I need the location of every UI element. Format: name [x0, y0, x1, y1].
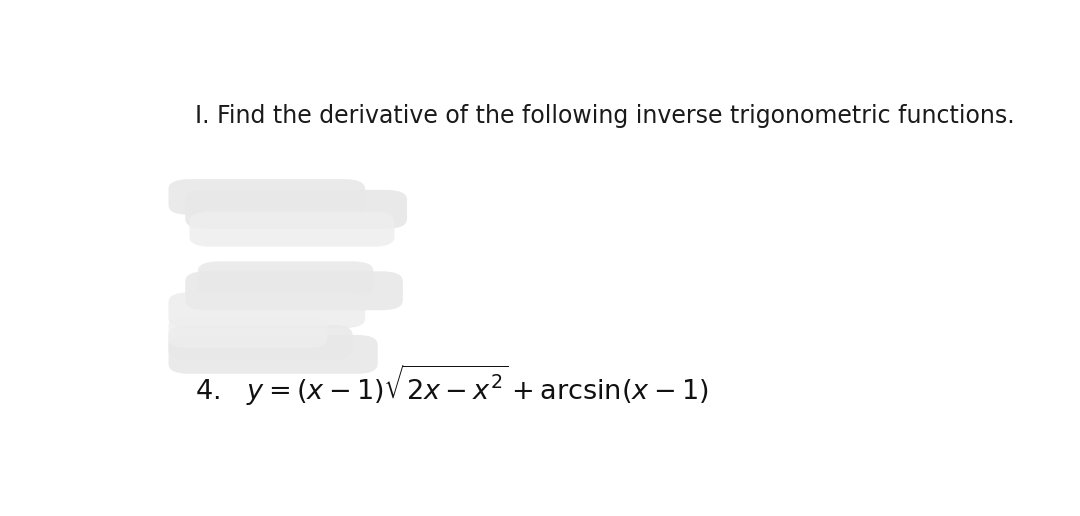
FancyBboxPatch shape: [189, 212, 394, 247]
FancyBboxPatch shape: [198, 262, 374, 296]
Text: I. Find the derivative of the following inverse trigonometric functions.: I. Find the derivative of the following …: [195, 104, 1015, 127]
FancyBboxPatch shape: [168, 325, 352, 360]
FancyBboxPatch shape: [168, 179, 365, 215]
FancyBboxPatch shape: [186, 271, 403, 310]
Text: 4.   $y = (x - 1)\sqrt{2x - x^2} + \arcsin(x - 1)$: 4. $y = (x - 1)\sqrt{2x - x^2} + \arcsin…: [195, 362, 708, 408]
FancyBboxPatch shape: [186, 190, 407, 229]
FancyBboxPatch shape: [168, 316, 327, 348]
FancyBboxPatch shape: [168, 293, 365, 328]
FancyBboxPatch shape: [168, 335, 378, 374]
